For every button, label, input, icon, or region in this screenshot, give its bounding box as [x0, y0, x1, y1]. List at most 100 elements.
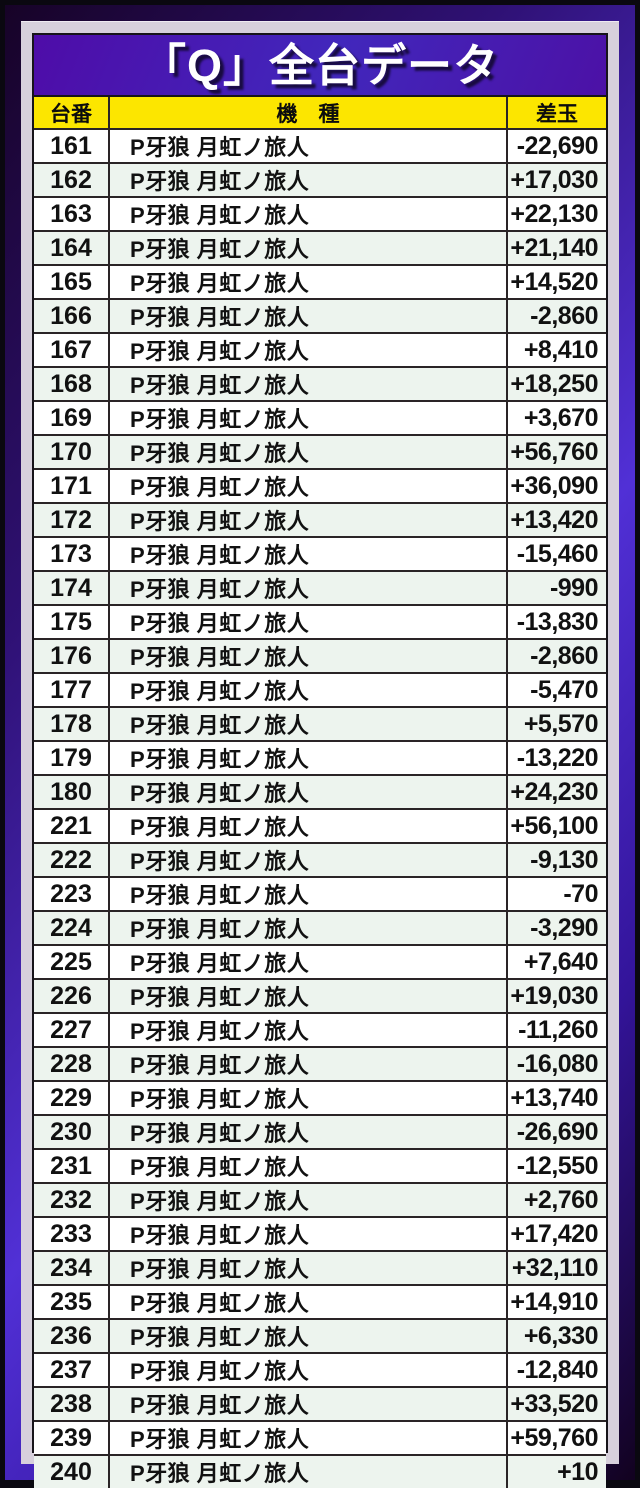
diff-value-cell: +6,330	[506, 1320, 606, 1352]
table-row: 169 P牙狼 月虹ノ旅人 +3,670	[34, 402, 606, 436]
machine-model-cell: P牙狼 月虹ノ旅人	[130, 1325, 310, 1350]
machine-model-cell: P牙狼 月虹ノ旅人	[130, 1019, 310, 1044]
table-row: 172 P牙狼 月虹ノ旅人 +13,420	[34, 504, 606, 538]
machine-model-cell: P牙狼 月虹ノ旅人	[130, 169, 310, 194]
header-diff-balls: 差玉	[506, 97, 606, 128]
machine-model-cell: P牙狼 月虹ノ旅人	[130, 1087, 310, 1112]
diff-value-cell: -990	[506, 572, 606, 604]
table-row: 231 P牙狼 月虹ノ旅人 -12,550	[34, 1150, 606, 1184]
machine-number-cell: 222	[34, 844, 110, 876]
machine-number-cell: 228	[34, 1048, 110, 1080]
diff-value-cell: +13,420	[506, 504, 606, 536]
machine-number-cell: 235	[34, 1286, 110, 1318]
table-row: 167 P牙狼 月虹ノ旅人 +8,410	[34, 334, 606, 368]
machine-model-cell: P牙狼 月虹ノ旅人	[130, 305, 310, 330]
machine-number-cell: 223	[34, 878, 110, 910]
diff-value-cell: +8,410	[506, 334, 606, 366]
diff-value-cell: +13,740	[506, 1082, 606, 1114]
table-row: 228 P牙狼 月虹ノ旅人 -16,080	[34, 1048, 606, 1082]
machine-model-cell: P牙狼 月虹ノ旅人	[130, 815, 310, 840]
machine-number-cell: 175	[34, 606, 110, 638]
diff-value-cell: +14,910	[506, 1286, 606, 1318]
machine-number-cell: 166	[34, 300, 110, 332]
machine-model-cell: P牙狼 月虹ノ旅人	[130, 271, 310, 296]
machine-number-cell: 173	[34, 538, 110, 570]
decorative-purple-frame: 「Q」全台データ 台番 機 種 差玉 161 P牙狼 月虹ノ旅人 -22,690	[5, 5, 635, 1488]
machine-model-cell: P牙狼 月虹ノ旅人	[130, 1291, 310, 1316]
header-machine-model: 機 種	[276, 102, 340, 126]
machine-number-cell: 229	[34, 1082, 110, 1114]
table-row: 177 P牙狼 月虹ノ旅人 -5,470	[34, 674, 606, 708]
table-row: 226 P牙狼 月虹ノ旅人 +19,030	[34, 980, 606, 1014]
diff-value-cell: -70	[506, 878, 606, 910]
machine-model-cell: P牙狼 月虹ノ旅人	[130, 985, 310, 1010]
table-row: 232 P牙狼 月虹ノ旅人 +2,760	[34, 1184, 606, 1218]
machine-model-cell: P牙狼 月虹ノ旅人	[130, 951, 310, 976]
machine-number-cell: 239	[34, 1422, 110, 1454]
table-row: 239 P牙狼 月虹ノ旅人 +59,760	[34, 1422, 606, 1456]
diff-value-cell: +14,520	[506, 266, 606, 298]
machine-model-cell: P牙狼 月虹ノ旅人	[130, 1223, 310, 1248]
machine-number-cell: 234	[34, 1252, 110, 1284]
table-row: 161 P牙狼 月虹ノ旅人 -22,690	[34, 130, 606, 164]
diff-value-cell: +33,520	[506, 1388, 606, 1420]
machine-model-cell: P牙狼 月虹ノ旅人	[130, 577, 310, 602]
machine-model-cell: P牙狼 月虹ノ旅人	[130, 1053, 310, 1078]
machine-model-cell: P牙狼 月虹ノ旅人	[130, 1121, 310, 1146]
machine-number-cell: 170	[34, 436, 110, 468]
machine-number-cell: 237	[34, 1354, 110, 1386]
machine-number-cell: 180	[34, 776, 110, 808]
machine-model-cell: P牙狼 月虹ノ旅人	[130, 203, 310, 228]
diff-value-cell: -16,080	[506, 1048, 606, 1080]
table-row: 179 P牙狼 月虹ノ旅人 -13,220	[34, 742, 606, 776]
machine-number-cell: 172	[34, 504, 110, 536]
table-row: 163 P牙狼 月虹ノ旅人 +22,130	[34, 198, 606, 232]
diff-value-cell: +17,030	[506, 164, 606, 196]
table-row: 234 P牙狼 月虹ノ旅人 +32,110	[34, 1252, 606, 1286]
machine-number-cell: 176	[34, 640, 110, 672]
machine-model-cell: P牙狼 月虹ノ旅人	[130, 1189, 310, 1214]
machine-model-cell: P牙狼 月虹ノ旅人	[130, 1155, 310, 1180]
machine-number-cell: 227	[34, 1014, 110, 1046]
table-row: 168 P牙狼 月虹ノ旅人 +18,250	[34, 368, 606, 402]
machine-number-cell: 238	[34, 1388, 110, 1420]
table-row: 238 P牙狼 月虹ノ旅人 +33,520	[34, 1388, 606, 1422]
machine-model-cell: P牙狼 月虹ノ旅人	[130, 1427, 310, 1452]
title-band: 「Q」全台データ	[34, 35, 606, 97]
table-row: 223 P牙狼 月虹ノ旅人 -70	[34, 878, 606, 912]
machine-number-cell: 161	[34, 130, 110, 162]
machine-model-cell: P牙狼 月虹ノ旅人	[130, 1393, 310, 1418]
diff-value-cell: -12,840	[506, 1354, 606, 1386]
diff-value-cell: -5,470	[506, 674, 606, 706]
table-row: 227 P牙狼 月虹ノ旅人 -11,260	[34, 1014, 606, 1048]
table-row: 166 P牙狼 月虹ノ旅人 -2,860	[34, 300, 606, 334]
diff-value-cell: +7,640	[506, 946, 606, 978]
table-row: 173 P牙狼 月虹ノ旅人 -15,460	[34, 538, 606, 572]
machine-number-cell: 178	[34, 708, 110, 740]
table-row: 230 P牙狼 月虹ノ旅人 -26,690	[34, 1116, 606, 1150]
machine-model-cell: P牙狼 月虹ノ旅人	[130, 339, 310, 364]
diff-value-cell: -2,860	[506, 640, 606, 672]
diff-value-cell: -15,460	[506, 538, 606, 570]
machine-number-cell: 224	[34, 912, 110, 944]
machine-number-cell: 164	[34, 232, 110, 264]
diff-value-cell: +10	[506, 1456, 606, 1488]
table-row: 174 P牙狼 月虹ノ旅人 -990	[34, 572, 606, 606]
machine-number-cell: 162	[34, 164, 110, 196]
machine-model-cell: P牙狼 月虹ノ旅人	[130, 849, 310, 874]
table-row: 162 P牙狼 月虹ノ旅人 +17,030	[34, 164, 606, 198]
table-body: 161 P牙狼 月虹ノ旅人 -22,690 162 P牙狼 月虹ノ旅人 +17,…	[34, 130, 606, 1488]
machine-model-cell: P牙狼 月虹ノ旅人	[130, 1257, 310, 1282]
diff-value-cell: +56,100	[506, 810, 606, 842]
machine-number-cell: 233	[34, 1218, 110, 1250]
machine-model-cell: P牙狼 月虹ノ旅人	[130, 1359, 310, 1384]
table-row: 235 P牙狼 月虹ノ旅人 +14,910	[34, 1286, 606, 1320]
machine-model-cell: P牙狼 月虹ノ旅人	[130, 645, 310, 670]
machine-model-cell: P牙狼 月虹ノ旅人	[130, 781, 310, 806]
diff-value-cell: +5,570	[506, 708, 606, 740]
machine-model-cell: P牙狼 月虹ノ旅人	[130, 917, 310, 942]
diff-value-cell: +19,030	[506, 980, 606, 1012]
table-row: 175 P牙狼 月虹ノ旅人 -13,830	[34, 606, 606, 640]
table-header-row: 台番 機 種 差玉	[34, 97, 606, 130]
machine-model-cell: P牙狼 月虹ノ旅人	[130, 237, 310, 262]
